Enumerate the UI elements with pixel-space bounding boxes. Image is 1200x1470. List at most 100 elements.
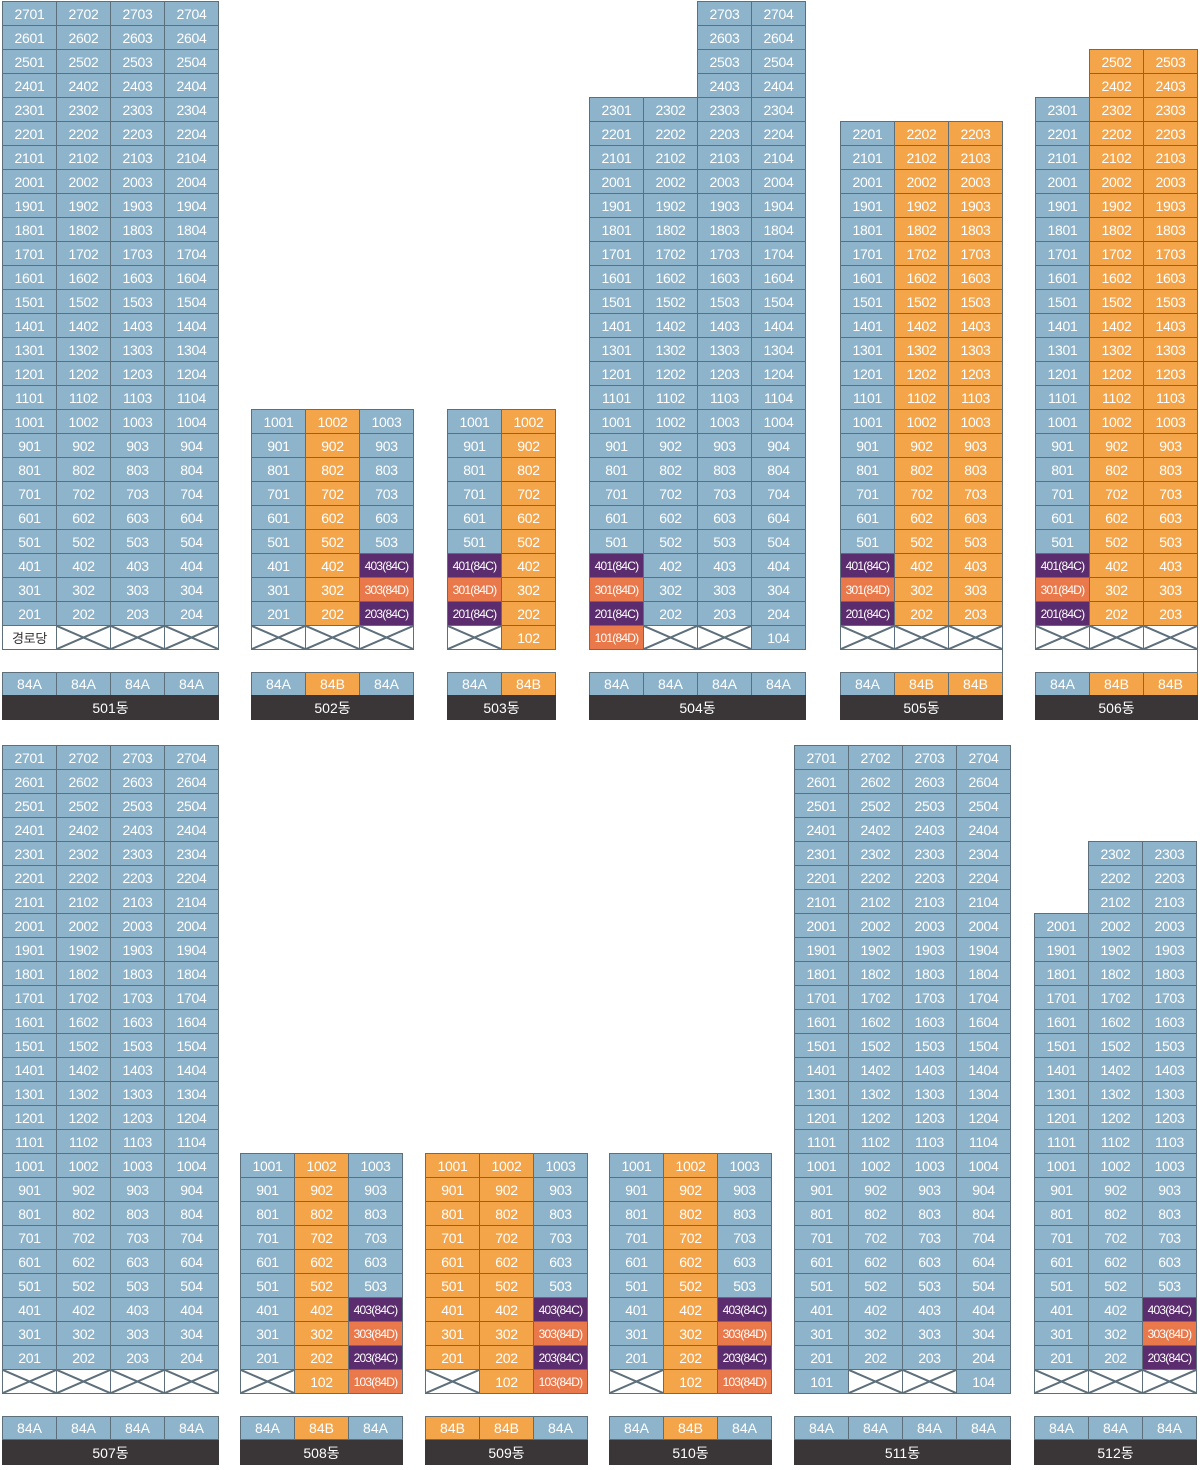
unit-cell: 201 bbox=[251, 601, 306, 626]
unit-cell: 1601 bbox=[2, 265, 57, 290]
unit-cell: 2403 bbox=[110, 73, 165, 98]
unit-cell: 1502 bbox=[1089, 289, 1144, 314]
unit-cell: 401(84C) bbox=[447, 553, 502, 578]
unit-cell: 301 bbox=[2, 577, 57, 602]
unit-cell: 602 bbox=[1089, 505, 1144, 530]
unit-cell: 102 bbox=[501, 625, 556, 650]
unit-cell: 2703 bbox=[110, 1, 165, 26]
unit-cell: 2502 bbox=[1089, 49, 1144, 74]
unit-cell: 202 bbox=[479, 1345, 534, 1370]
unit-cell: 1501 bbox=[840, 289, 895, 314]
unit-cell: 1301 bbox=[1034, 1081, 1089, 1106]
unit-cell: 2303 bbox=[110, 841, 165, 866]
unit-cell: 602 bbox=[479, 1249, 534, 1274]
unit-cell: 1403 bbox=[1143, 313, 1198, 338]
unit-cell: 302 bbox=[663, 1321, 718, 1346]
unit-cell: 903 bbox=[348, 1177, 403, 1202]
unit-cell: 2201 bbox=[589, 121, 644, 146]
unit-cell: 302 bbox=[501, 577, 556, 602]
unit-cell: 1904 bbox=[164, 937, 219, 962]
unit-cell: 803 bbox=[948, 457, 1003, 482]
unit-cell: 303 bbox=[697, 577, 752, 602]
unit-type-cell: 84A bbox=[840, 672, 895, 696]
unit-cell: 1102 bbox=[1088, 1129, 1143, 1154]
unit-cell: 1204 bbox=[164, 361, 219, 386]
unit-cell: 2004 bbox=[956, 913, 1011, 938]
unit-type-cell: 84B bbox=[294, 1416, 349, 1440]
unit-cell: 2403 bbox=[1143, 73, 1198, 98]
unit-cell: 1103 bbox=[1143, 385, 1198, 410]
unit-cell: 1204 bbox=[751, 361, 806, 386]
unit-cell: 2303 bbox=[697, 97, 752, 122]
unit-cell: 1602 bbox=[894, 265, 949, 290]
unit-cell: 604 bbox=[164, 1249, 219, 1274]
unit-cell: 1701 bbox=[2, 985, 57, 1010]
unit-cell: 1004 bbox=[751, 409, 806, 434]
unit-cell: 701 bbox=[840, 481, 895, 506]
unit-cell: 2001 bbox=[589, 169, 644, 194]
unit-cell: 1501 bbox=[2, 1033, 57, 1058]
unit-cell: 2504 bbox=[751, 49, 806, 74]
unit-cell: 1603 bbox=[697, 265, 752, 290]
unit-cell: 1102 bbox=[56, 1129, 111, 1154]
unit-cell: 202 bbox=[501, 601, 556, 626]
unit-type-cell: 84A bbox=[848, 1416, 903, 1440]
unit-cell: 1901 bbox=[840, 193, 895, 218]
empty-unit-cell bbox=[848, 1369, 903, 1394]
unit-cell: 1804 bbox=[164, 217, 219, 242]
unit-cell: 204 bbox=[751, 601, 806, 626]
unit-cell: 2103 bbox=[697, 145, 752, 170]
unit-cell: 1201 bbox=[794, 1105, 849, 1130]
building-name-label: 506동 bbox=[1035, 695, 1198, 720]
unit-cell: 1803 bbox=[1143, 217, 1198, 242]
unit-cell: 1801 bbox=[1034, 961, 1089, 986]
unit-cell: 1002 bbox=[1088, 1153, 1143, 1178]
unit-cell: 1501 bbox=[1035, 289, 1090, 314]
empty-unit-cell bbox=[1089, 625, 1144, 650]
unit-cell: 1302 bbox=[1089, 337, 1144, 362]
unit-cell: 901 bbox=[2, 1177, 57, 1202]
unit-type-cell: 84A bbox=[609, 1416, 664, 1440]
unit-cell: 804 bbox=[751, 457, 806, 482]
unit-cell: 2002 bbox=[643, 169, 698, 194]
unit-cell: 1202 bbox=[1088, 1105, 1143, 1130]
unit-cell: 1003 bbox=[110, 1153, 165, 1178]
unit-cell: 402 bbox=[305, 553, 360, 578]
unit-cell: 603 bbox=[1143, 505, 1198, 530]
unit-cell: 703 bbox=[1143, 481, 1198, 506]
unit-cell: 2604 bbox=[164, 25, 219, 50]
unit-cell: 2403 bbox=[697, 73, 752, 98]
unit-cell: 1703 bbox=[1143, 241, 1198, 266]
building-name-label: 501동 bbox=[2, 695, 219, 720]
unit-type-cell: 84A bbox=[110, 672, 165, 696]
unit-cell: 1001 bbox=[425, 1153, 480, 1178]
unit-cell: 1401 bbox=[840, 313, 895, 338]
unit-cell: 1303 bbox=[902, 1081, 957, 1106]
unit-cell: 102 bbox=[663, 1369, 718, 1394]
unit-cell: 401 bbox=[609, 1297, 664, 1322]
unit-cell: 1403 bbox=[948, 313, 1003, 338]
unit-cell: 1402 bbox=[848, 1057, 903, 1082]
unit-cell: 2302 bbox=[1088, 841, 1143, 866]
unit-cell: 601 bbox=[609, 1249, 664, 1274]
empty-unit-cell bbox=[902, 1369, 957, 1394]
unit-cell: 1902 bbox=[56, 937, 111, 962]
unit-type-cell: 84A bbox=[794, 1416, 849, 1440]
unit-cell: 802 bbox=[56, 1201, 111, 1226]
unit-cell: 601 bbox=[240, 1249, 295, 1274]
unit-type-cell: 84A bbox=[1088, 1416, 1143, 1440]
unit-type-cell: 84A bbox=[56, 1416, 111, 1440]
unit-cell: 1503 bbox=[697, 289, 752, 314]
unit-cell: 601 bbox=[2, 1249, 57, 1274]
unit-cell: 603 bbox=[348, 1249, 403, 1274]
unit-cell: 1002 bbox=[643, 409, 698, 434]
unit-cell: 1202 bbox=[56, 1105, 111, 1130]
unit-cell: 2004 bbox=[164, 169, 219, 194]
unit-cell: 1502 bbox=[643, 289, 698, 314]
unit-cell: 402 bbox=[848, 1297, 903, 1322]
unit-type-cell: 84A bbox=[533, 1416, 588, 1440]
unit-cell: 1003 bbox=[348, 1153, 403, 1178]
unit-cell: 2002 bbox=[56, 913, 111, 938]
unit-cell: 502 bbox=[56, 1273, 111, 1298]
unit-cell: 1101 bbox=[1035, 385, 1090, 410]
